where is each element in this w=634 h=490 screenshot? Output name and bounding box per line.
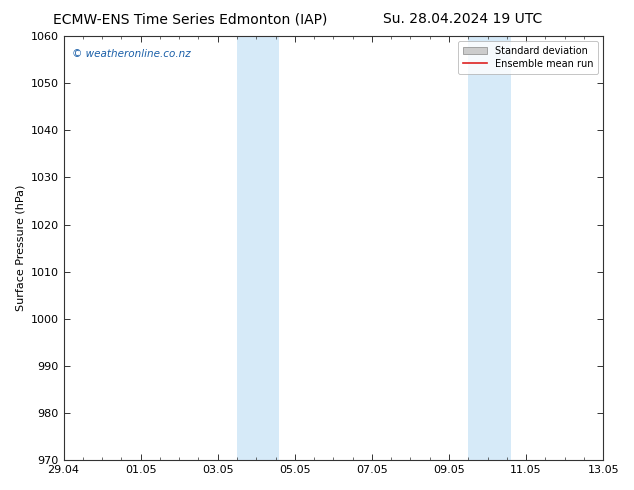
Text: Su. 28.04.2024 19 UTC: Su. 28.04.2024 19 UTC [383, 12, 543, 26]
Bar [237, 36, 256, 460]
Y-axis label: Surface Pressure (hPa): Surface Pressure (hPa) [15, 185, 25, 311]
Text: © weatheronline.co.nz: © weatheronline.co.nz [72, 49, 190, 59]
Legend: Standard deviation, Ensemble mean run: Standard deviation, Ensemble mean run [458, 41, 598, 74]
Bar [256, 36, 280, 460]
Bar [488, 36, 510, 460]
Bar [469, 36, 488, 460]
Text: ECMW-ENS Time Series Edmonton (IAP): ECMW-ENS Time Series Edmonton (IAP) [53, 12, 327, 26]
